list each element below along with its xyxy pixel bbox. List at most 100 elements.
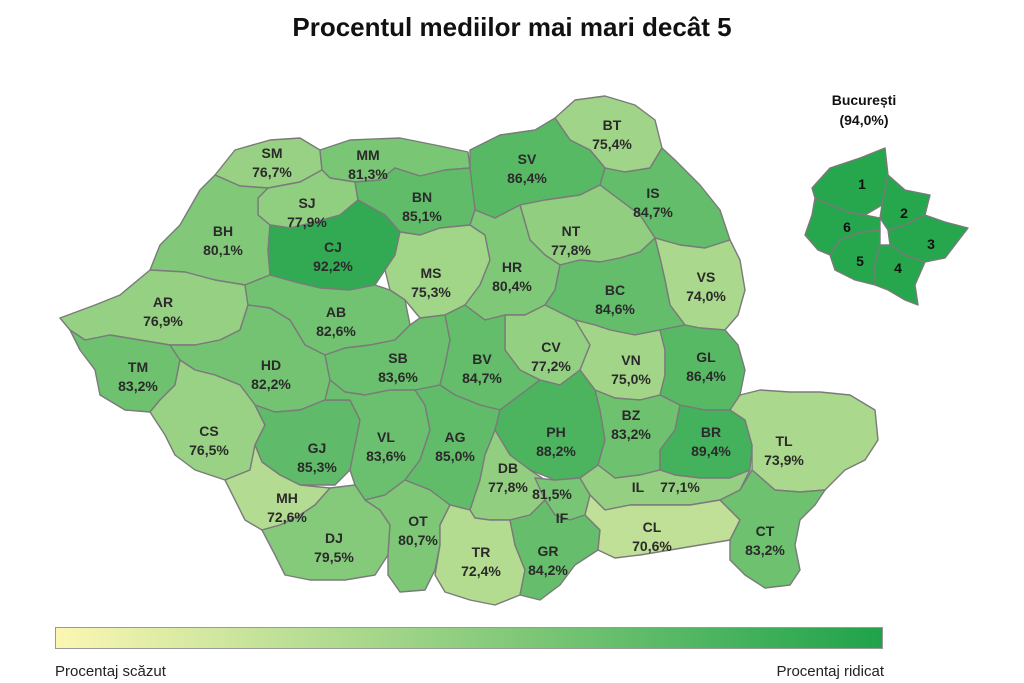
county-code-tm: TM xyxy=(128,359,148,375)
county-code-bn: BN xyxy=(412,189,432,205)
map-title: Procentul mediilor mai mari decât 5 xyxy=(292,12,732,42)
county-value-ph: 88,2% xyxy=(536,443,576,459)
county-code-db: DB xyxy=(498,460,518,476)
county-code-tr: TR xyxy=(472,544,491,560)
county-value-gr: 84,2% xyxy=(528,562,568,578)
county-code-ct: CT xyxy=(756,523,775,539)
county-value-ms: 75,3% xyxy=(411,284,451,300)
county-value-bh: 80,1% xyxy=(203,242,243,258)
county-code-il: IL xyxy=(632,479,645,495)
county-value-bc: 84,6% xyxy=(595,301,635,317)
county-value-dj: 79,5% xyxy=(314,549,354,565)
bucuresti-value: (94,0%) xyxy=(839,112,889,128)
county-value-gj: 85,3% xyxy=(297,459,337,475)
county-code-br: BR xyxy=(701,424,721,440)
county-value-cl: 70,6% xyxy=(632,538,672,554)
bucuresti-sector-6 xyxy=(804,197,881,256)
county-value-gl: 86,4% xyxy=(686,368,726,384)
county-value-bv: 84,7% xyxy=(462,370,502,386)
county-value-bz: 83,2% xyxy=(611,426,651,442)
county-code-bc: BC xyxy=(605,282,625,298)
county-value-ab: 82,6% xyxy=(316,323,356,339)
county-value-db: 77,8% xyxy=(488,479,528,495)
county-code-cl: CL xyxy=(643,519,662,535)
county-value-vn: 75,0% xyxy=(611,371,651,387)
county-code-mh: MH xyxy=(276,490,298,506)
county-code-nt: NT xyxy=(562,223,581,239)
county-code-cv: CV xyxy=(541,339,561,355)
county-code-vl: VL xyxy=(377,429,395,445)
county-code-ag: AG xyxy=(445,429,466,445)
county-value-ar: 76,9% xyxy=(143,313,183,329)
county-code-sj: SJ xyxy=(298,195,315,211)
bucuresti-sector-label-2: 2 xyxy=(900,205,908,221)
county-code-ab: AB xyxy=(326,304,346,320)
county-code-is: IS xyxy=(646,185,659,201)
county-bh xyxy=(149,174,271,286)
county-code-bt: BT xyxy=(603,117,622,133)
county-code-gl: GL xyxy=(696,349,716,365)
county-value-sj: 77,9% xyxy=(287,214,327,230)
county-value-mm: 81,3% xyxy=(348,166,388,182)
county-code-gj: GJ xyxy=(308,440,327,456)
bucuresti-sector-label-5: 5 xyxy=(856,253,864,269)
county-code-sv: SV xyxy=(518,151,537,167)
county-value-ot: 80,7% xyxy=(398,532,438,548)
county-value-cv: 77,2% xyxy=(531,358,571,374)
county-value-vl: 83,6% xyxy=(366,448,406,464)
county-code-dj: DJ xyxy=(325,530,343,546)
county-ct xyxy=(719,469,826,589)
legend-gradient-bar xyxy=(55,627,883,649)
county-code-gr: GR xyxy=(538,543,559,559)
county-tl xyxy=(729,389,879,493)
county-value-bt: 75,4% xyxy=(592,136,632,152)
county-ot xyxy=(364,479,451,593)
bucuresti-sector-label-4: 4 xyxy=(894,260,902,276)
bucuresti-sector-label-6: 6 xyxy=(843,219,851,235)
county-code-bh: BH xyxy=(213,223,233,239)
county-code-hd: HD xyxy=(261,357,281,373)
county-code-vn: VN xyxy=(621,352,640,368)
county-value-il: 77,1% xyxy=(660,479,700,495)
county-code-ph: PH xyxy=(546,424,565,440)
county-value-mh: 72,6% xyxy=(267,509,307,525)
legend-low-label: Procentaj scăzut xyxy=(55,663,166,680)
county-value-tl: 73,9% xyxy=(764,452,804,468)
bucuresti-name: București xyxy=(831,92,897,108)
county-code-bz: BZ xyxy=(622,407,641,423)
county-value-is: 84,7% xyxy=(633,204,673,220)
county-code-vs: VS xyxy=(697,269,716,285)
county-value-bn: 85,1% xyxy=(402,208,442,224)
county-code-bv: BV xyxy=(472,351,492,367)
county-code-hr: HR xyxy=(502,259,522,275)
county-value-ct: 83,2% xyxy=(745,542,785,558)
county-value-vs: 74,0% xyxy=(686,288,726,304)
county-value-ag: 85,0% xyxy=(435,448,475,464)
county-value-if: 81,5% xyxy=(532,486,572,502)
county-code-sb: SB xyxy=(388,350,407,366)
county-code-ar: AR xyxy=(153,294,173,310)
county-code-cs: CS xyxy=(199,423,218,439)
county-value-cs: 76,5% xyxy=(189,442,229,458)
county-value-hd: 82,2% xyxy=(251,376,291,392)
county-value-hr: 80,4% xyxy=(492,278,532,294)
county-code-if: IF xyxy=(556,510,569,526)
county-value-tm: 83,2% xyxy=(118,378,158,394)
county-code-ot: OT xyxy=(408,513,428,529)
county-code-cj: CJ xyxy=(324,239,342,255)
bucuresti-sector-label-3: 3 xyxy=(927,236,935,252)
county-value-sm: 76,7% xyxy=(252,164,292,180)
county-code-mm: MM xyxy=(356,147,379,163)
county-value-sb: 83,6% xyxy=(378,369,418,385)
county-code-ms: MS xyxy=(421,265,442,281)
county-code-sm: SM xyxy=(262,145,283,161)
county-value-nt: 77,8% xyxy=(551,242,591,258)
bucuresti-label: București (94,0%) xyxy=(804,90,924,130)
county-value-tr: 72,4% xyxy=(461,563,501,579)
county-value-br: 89,4% xyxy=(691,443,731,459)
bucuresti-sector-label-1: 1 xyxy=(858,176,866,192)
county-value-cj: 92,2% xyxy=(313,258,353,274)
legend-high-label: Procentaj ridicat xyxy=(776,663,884,680)
county-code-tl: TL xyxy=(775,433,793,449)
